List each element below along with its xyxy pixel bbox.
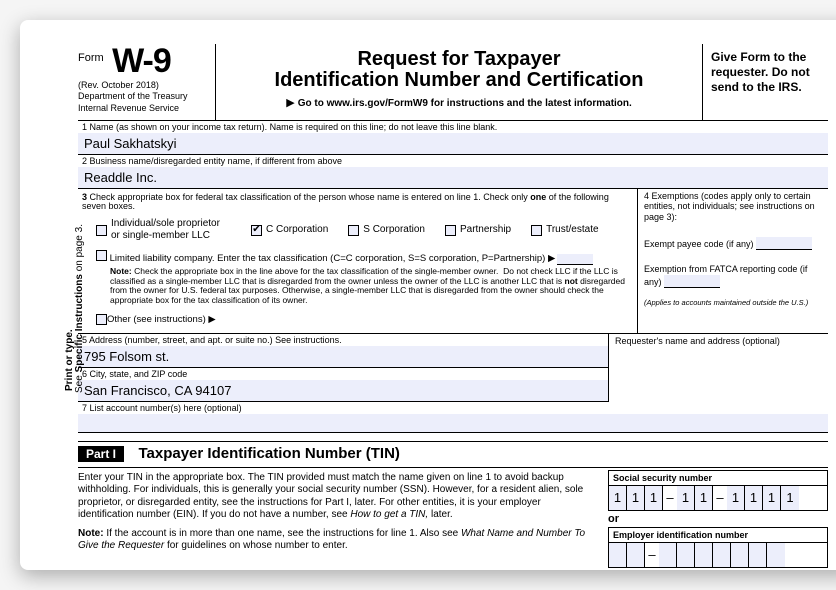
checkbox-row: Individual/sole proprietor or single-mem…	[82, 212, 633, 246]
address-left: 5 Address (number, street, and apt. or s…	[78, 334, 608, 402]
line3-4-row: 3 Check appropriate box for federal tax …	[78, 189, 828, 335]
cb-ccorp[interactable]: ✔C Corporation	[251, 218, 328, 242]
fatca-line: Exemption from FATCA reporting code (if …	[644, 264, 824, 288]
form-number: W-9	[112, 44, 171, 78]
line4-label: 4 Exemptions (codes apply only to certai…	[644, 191, 824, 223]
line2-value[interactable]: Readdle Inc.	[78, 167, 828, 188]
ssn-dash: –	[713, 486, 727, 510]
llc-note: Note: Check the appropriate box in the l…	[82, 267, 633, 310]
line2-row: 2 Business name/disregarded entity name,…	[78, 155, 828, 189]
or-label: or	[608, 511, 828, 527]
ein-cell[interactable]	[749, 543, 767, 567]
line5-label: 5 Address (number, street, and apt. or s…	[78, 334, 608, 346]
fatca-input[interactable]	[664, 275, 720, 288]
ssn-label: Social security number	[608, 470, 828, 485]
goto-text: Go to www.irs.gov/FormW9 for instruction…	[298, 98, 632, 109]
side-plain: See Specific Instructions on page 3.	[74, 113, 85, 393]
tin-text: Enter your TIN in the appropriate box. T…	[78, 468, 608, 570]
tin-para2: Note: If the account is in more than one…	[78, 528, 598, 553]
line3-box: 3 Check appropriate box for federal tax …	[78, 189, 638, 334]
ein-cell[interactable]	[767, 543, 785, 567]
fields: 1 Name (as shown on your income tax retu…	[78, 121, 828, 433]
applies-note: (Applies to accounts maintained outside …	[644, 298, 824, 307]
part1-title: Taxpayer Identification Number (TIN)	[138, 445, 399, 462]
form-header: Form W-9 (Rev. October 2018) Department …	[78, 44, 828, 121]
ein-cell[interactable]	[627, 543, 645, 567]
address-split: 5 Address (number, street, and apt. or s…	[78, 334, 828, 402]
line6-label: 6 City, state, and ZIP code	[78, 368, 608, 380]
tin-para1: Enter your TIN in the appropriate box. T…	[78, 472, 598, 522]
line3-label: 3 Check appropriate box for federal tax …	[82, 191, 633, 213]
part1-badge: Part I	[78, 446, 124, 462]
other-row: Other (see instructions) ▶	[82, 310, 633, 329]
part1-header: Part I Taxpayer Identification Number (T…	[78, 441, 828, 468]
cb-other[interactable]	[96, 314, 107, 325]
line4-box: 4 Exemptions (codes apply only to certai…	[638, 189, 828, 334]
line1-label: 1 Name (as shown on your income tax retu…	[78, 121, 828, 133]
ssn-cell[interactable]: 1	[781, 486, 799, 510]
ein-cell[interactable]	[713, 543, 731, 567]
ssn-boxes[interactable]: 1 1 1 – 1 1 – 1 1 1 1	[608, 485, 828, 511]
side-label: Print or type. See Specific Instructions…	[52, 121, 78, 433]
line1-row: 1 Name (as shown on your income tax retu…	[78, 121, 828, 155]
title-line1: Request for Taxpayer	[226, 48, 692, 71]
ssn-cell[interactable]: 1	[627, 486, 645, 510]
form-w9-page: Form W-9 (Rev. October 2018) Department …	[20, 20, 836, 570]
line7-value[interactable]	[78, 414, 828, 432]
ssn-cell[interactable]: 1	[695, 486, 713, 510]
cb-llc[interactable]	[96, 250, 107, 261]
header-mid: Request for Taxpayer Identification Numb…	[216, 44, 702, 120]
dept2: Internal Revenue Service	[78, 104, 209, 114]
ein-cell[interactable]	[677, 543, 695, 567]
ssn-cell[interactable]: 1	[609, 486, 627, 510]
tin-section: Enter your TIN in the appropriate box. T…	[78, 468, 828, 570]
line5-value[interactable]: 795 Folsom st.	[78, 346, 608, 367]
ssn-cell[interactable]: 1	[677, 486, 695, 510]
ssn-cell[interactable]: 1	[763, 486, 781, 510]
main-area: Print or type. See Specific Instructions…	[52, 121, 828, 433]
ein-cell[interactable]	[731, 543, 749, 567]
llc-line: Limited liability company. Enter the tax…	[82, 246, 633, 266]
ssn-cell[interactable]: 1	[745, 486, 763, 510]
revision: (Rev. October 2018)	[78, 80, 209, 90]
ein-boxes[interactable]: –	[608, 542, 828, 568]
line7-row: 7 List account number(s) here (optional)	[78, 402, 828, 433]
exempt-payee-line: Exempt payee code (if any)	[644, 237, 824, 250]
ssn-dash: –	[663, 486, 677, 510]
header-right: Give Form to the requester. Do not send …	[702, 44, 828, 120]
tin-boxes-area: Social security number 1 1 1 – 1 1 – 1 1…	[608, 468, 828, 570]
llc-class-input[interactable]	[557, 254, 593, 265]
ssn-cell[interactable]: 1	[727, 486, 745, 510]
requester-box[interactable]: Requester's name and address (optional)	[608, 334, 828, 402]
cb-individual[interactable]: Individual/sole proprietor or single-mem…	[96, 218, 231, 242]
ein-label: Employer identification number	[608, 527, 828, 542]
ein-cell[interactable]	[609, 543, 627, 567]
ein-dash: –	[645, 543, 659, 567]
line6-value[interactable]: San Francisco, CA 94107	[78, 380, 608, 401]
title-line2: Identification Number and Certification	[226, 69, 692, 92]
line2-label: 2 Business name/disregarded entity name,…	[78, 155, 828, 167]
cb-partnership[interactable]: Partnership	[445, 218, 511, 242]
cb-scorp[interactable]: S Corporation	[348, 218, 425, 242]
goto-line: ▶ Go to www.irs.gov/FormW9 for instructi…	[226, 96, 692, 109]
cb-trust[interactable]: Trust/estate	[531, 218, 598, 242]
ein-cell[interactable]	[659, 543, 677, 567]
form-word: Form	[78, 52, 104, 64]
dept1: Department of the Treasury	[78, 92, 209, 102]
line7-label: 7 List account number(s) here (optional)	[78, 402, 828, 414]
line6-row: 6 City, state, and ZIP code San Francisc…	[78, 368, 608, 402]
ein-cell[interactable]	[695, 543, 713, 567]
line5-row: 5 Address (number, street, and apt. or s…	[78, 334, 608, 368]
ssn-cell[interactable]: 1	[645, 486, 663, 510]
line1-value[interactable]: Paul Sakhatskyi	[78, 133, 828, 154]
exempt-payee-input[interactable]	[756, 237, 812, 250]
header-left: Form W-9 (Rev. October 2018) Department …	[78, 44, 216, 120]
